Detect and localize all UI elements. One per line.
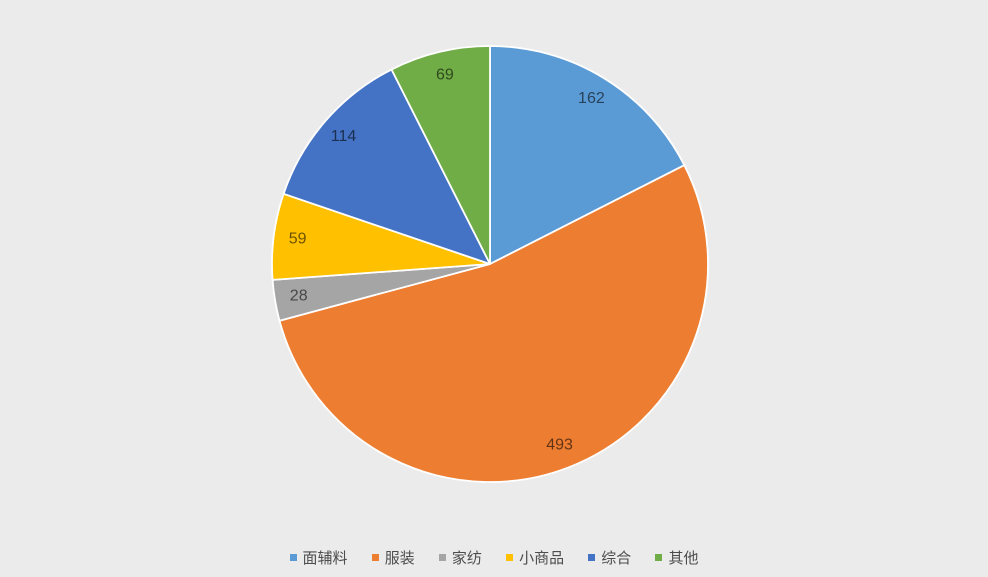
svg-text:28: 28 — [290, 288, 308, 305]
svg-text:69: 69 — [436, 67, 454, 84]
svg-text:162: 162 — [578, 90, 605, 107]
svg-text:114: 114 — [331, 128, 357, 145]
svg-text:493: 493 — [546, 436, 573, 453]
svg-text:59: 59 — [289, 231, 307, 248]
